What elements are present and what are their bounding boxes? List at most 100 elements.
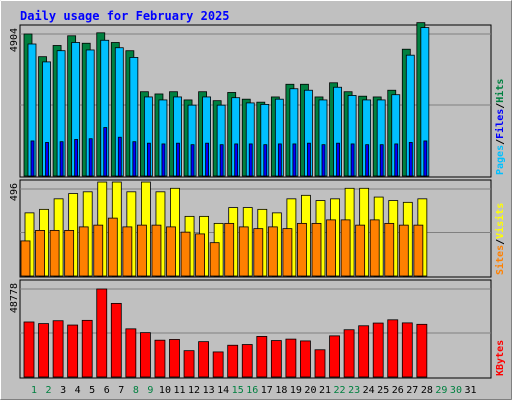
day-label-25: 25: [377, 385, 389, 396]
day-label-10: 10: [159, 385, 171, 396]
day-label-1: 1: [31, 385, 37, 396]
panel-kbytes: 48778 KBytes: [9, 279, 506, 379]
bar-pages-day-14: [219, 144, 224, 177]
panel-legend-label: KBytes: [495, 340, 506, 376]
day-label-3: 3: [60, 385, 66, 396]
bar-pages-day-13: [205, 142, 210, 177]
day-label-26: 26: [392, 385, 404, 396]
bar-kbytes-day-16: [241, 344, 253, 378]
legend-part: Visits: [494, 203, 506, 239]
panel-visits-sites: 496 Sites/Visits: [9, 179, 506, 278]
bar-pages-day-1: [30, 140, 35, 177]
day-label-23: 23: [348, 385, 360, 396]
legend-part: /: [495, 103, 506, 109]
bar-kbytes-day-25: [372, 322, 384, 378]
bar-pages-day-2: [45, 142, 49, 177]
bar-pages-day-18: [277, 143, 282, 177]
day-label-16: 16: [246, 385, 258, 396]
bar-sites-day-20: [297, 222, 307, 277]
day-label-20: 20: [304, 385, 316, 396]
bar-sites-day-22: [326, 219, 336, 277]
bar-kbytes-day-27: [401, 322, 413, 378]
bar-sites-day-9: [136, 224, 147, 277]
bar-kbytes-day-15: [227, 344, 239, 378]
bar-pages-day-26: [394, 143, 399, 177]
bar-pages-day-20: [307, 142, 311, 177]
chart-title: Daily usage for February 2025: [20, 9, 230, 23]
day-label-21: 21: [319, 385, 331, 396]
bar-sites-day-23: [340, 219, 351, 277]
bar-sites-day-27: [398, 224, 409, 277]
bar-sites-day-10: [151, 224, 162, 277]
day-label-28: 28: [421, 385, 433, 396]
day-label-7: 7: [118, 385, 124, 396]
bar-pages-day-10: [161, 143, 166, 177]
day-label-17: 17: [261, 385, 273, 396]
bar-kbytes-day-11: [169, 339, 180, 378]
bar-sites-day-21: [311, 222, 322, 277]
legend-part: Sites: [494, 245, 506, 275]
bar-sites-day-3: [49, 229, 60, 277]
bar-pages-day-19: [292, 143, 297, 177]
bar-sites-day-1: [20, 240, 31, 277]
bar-kbytes-day-2: [38, 323, 49, 378]
bar-sites-day-28: [413, 224, 424, 277]
y-max-label: 4904: [9, 28, 20, 52]
day-label-12: 12: [188, 385, 200, 396]
bar-kbytes-day-8: [125, 328, 137, 378]
bar-kbytes-day-13: [198, 341, 210, 378]
bar-sites-day-19: [282, 228, 293, 277]
bar-pages-day-5: [88, 138, 93, 177]
day-label-29: 29: [435, 385, 447, 396]
day-label-24: 24: [363, 385, 375, 396]
bar-pages-day-28: [423, 140, 428, 177]
day-label-4: 4: [75, 385, 81, 396]
bar-sites-day-8: [122, 226, 133, 277]
day-label-11: 11: [173, 385, 185, 396]
bar-pages-day-15: [234, 143, 239, 177]
bar-pages-day-9: [146, 142, 151, 177]
bar-pages-day-27: [408, 142, 413, 177]
panel-legend-label: Pages/Files/Hits: [494, 79, 506, 175]
bar-pages-day-8: [132, 141, 137, 177]
bar-kbytes-day-20: [300, 340, 311, 378]
bar-sites-day-5: [78, 226, 89, 277]
y-max-label: 496: [9, 183, 20, 201]
bar-pages-day-24: [365, 144, 370, 177]
panel-legend-label: Sites/Visits: [494, 203, 506, 275]
bar-sites-day-17: [253, 228, 264, 277]
day-label-18: 18: [275, 385, 287, 396]
bar-sites-day-14: [209, 242, 220, 277]
day-labels-group: 1 2 3 4 5 6 7 8 9 10 11 12 13 14 15 16 17 18 19 20 21 22 23 24 2…: [31, 385, 477, 396]
bar-kbytes-day-19: [285, 338, 297, 378]
bar-kbytes-day-12: [183, 350, 195, 378]
bar-kbytes-day-6: [96, 288, 108, 378]
day-label-9: 9: [147, 385, 153, 396]
bar-pages-day-16: [248, 143, 253, 177]
day-label-14: 14: [217, 385, 229, 396]
bar-sites-day-4: [64, 229, 75, 277]
day-label-22: 22: [334, 385, 346, 396]
bar-kbytes-day-24: [358, 325, 370, 378]
day-label-13: 13: [203, 385, 215, 396]
bar-sites-day-12: [180, 231, 191, 277]
bar-sites-day-16: [238, 226, 249, 277]
bar-sites-day-6: [93, 224, 104, 277]
bar-kbytes-day-17: [256, 336, 268, 378]
bar-sites-day-2: [35, 229, 45, 277]
day-label-27: 27: [406, 385, 418, 396]
bar-kbytes-day-5: [81, 319, 93, 378]
bar-pages-day-22: [336, 142, 340, 177]
legend-part: KBytes: [495, 340, 506, 376]
bar-sites-day-26: [384, 222, 395, 277]
day-label-2: 2: [46, 385, 52, 396]
bar-kbytes-day-1: [23, 321, 35, 378]
y-max-label: 48778: [9, 283, 20, 313]
bar-pages-day-12: [190, 144, 195, 177]
day-label-30: 30: [450, 385, 462, 396]
legend-part: Pages: [495, 145, 506, 175]
bar-sites-day-25: [369, 219, 380, 277]
legend-part: /: [495, 239, 506, 245]
bar-pages-day-17: [263, 144, 268, 177]
